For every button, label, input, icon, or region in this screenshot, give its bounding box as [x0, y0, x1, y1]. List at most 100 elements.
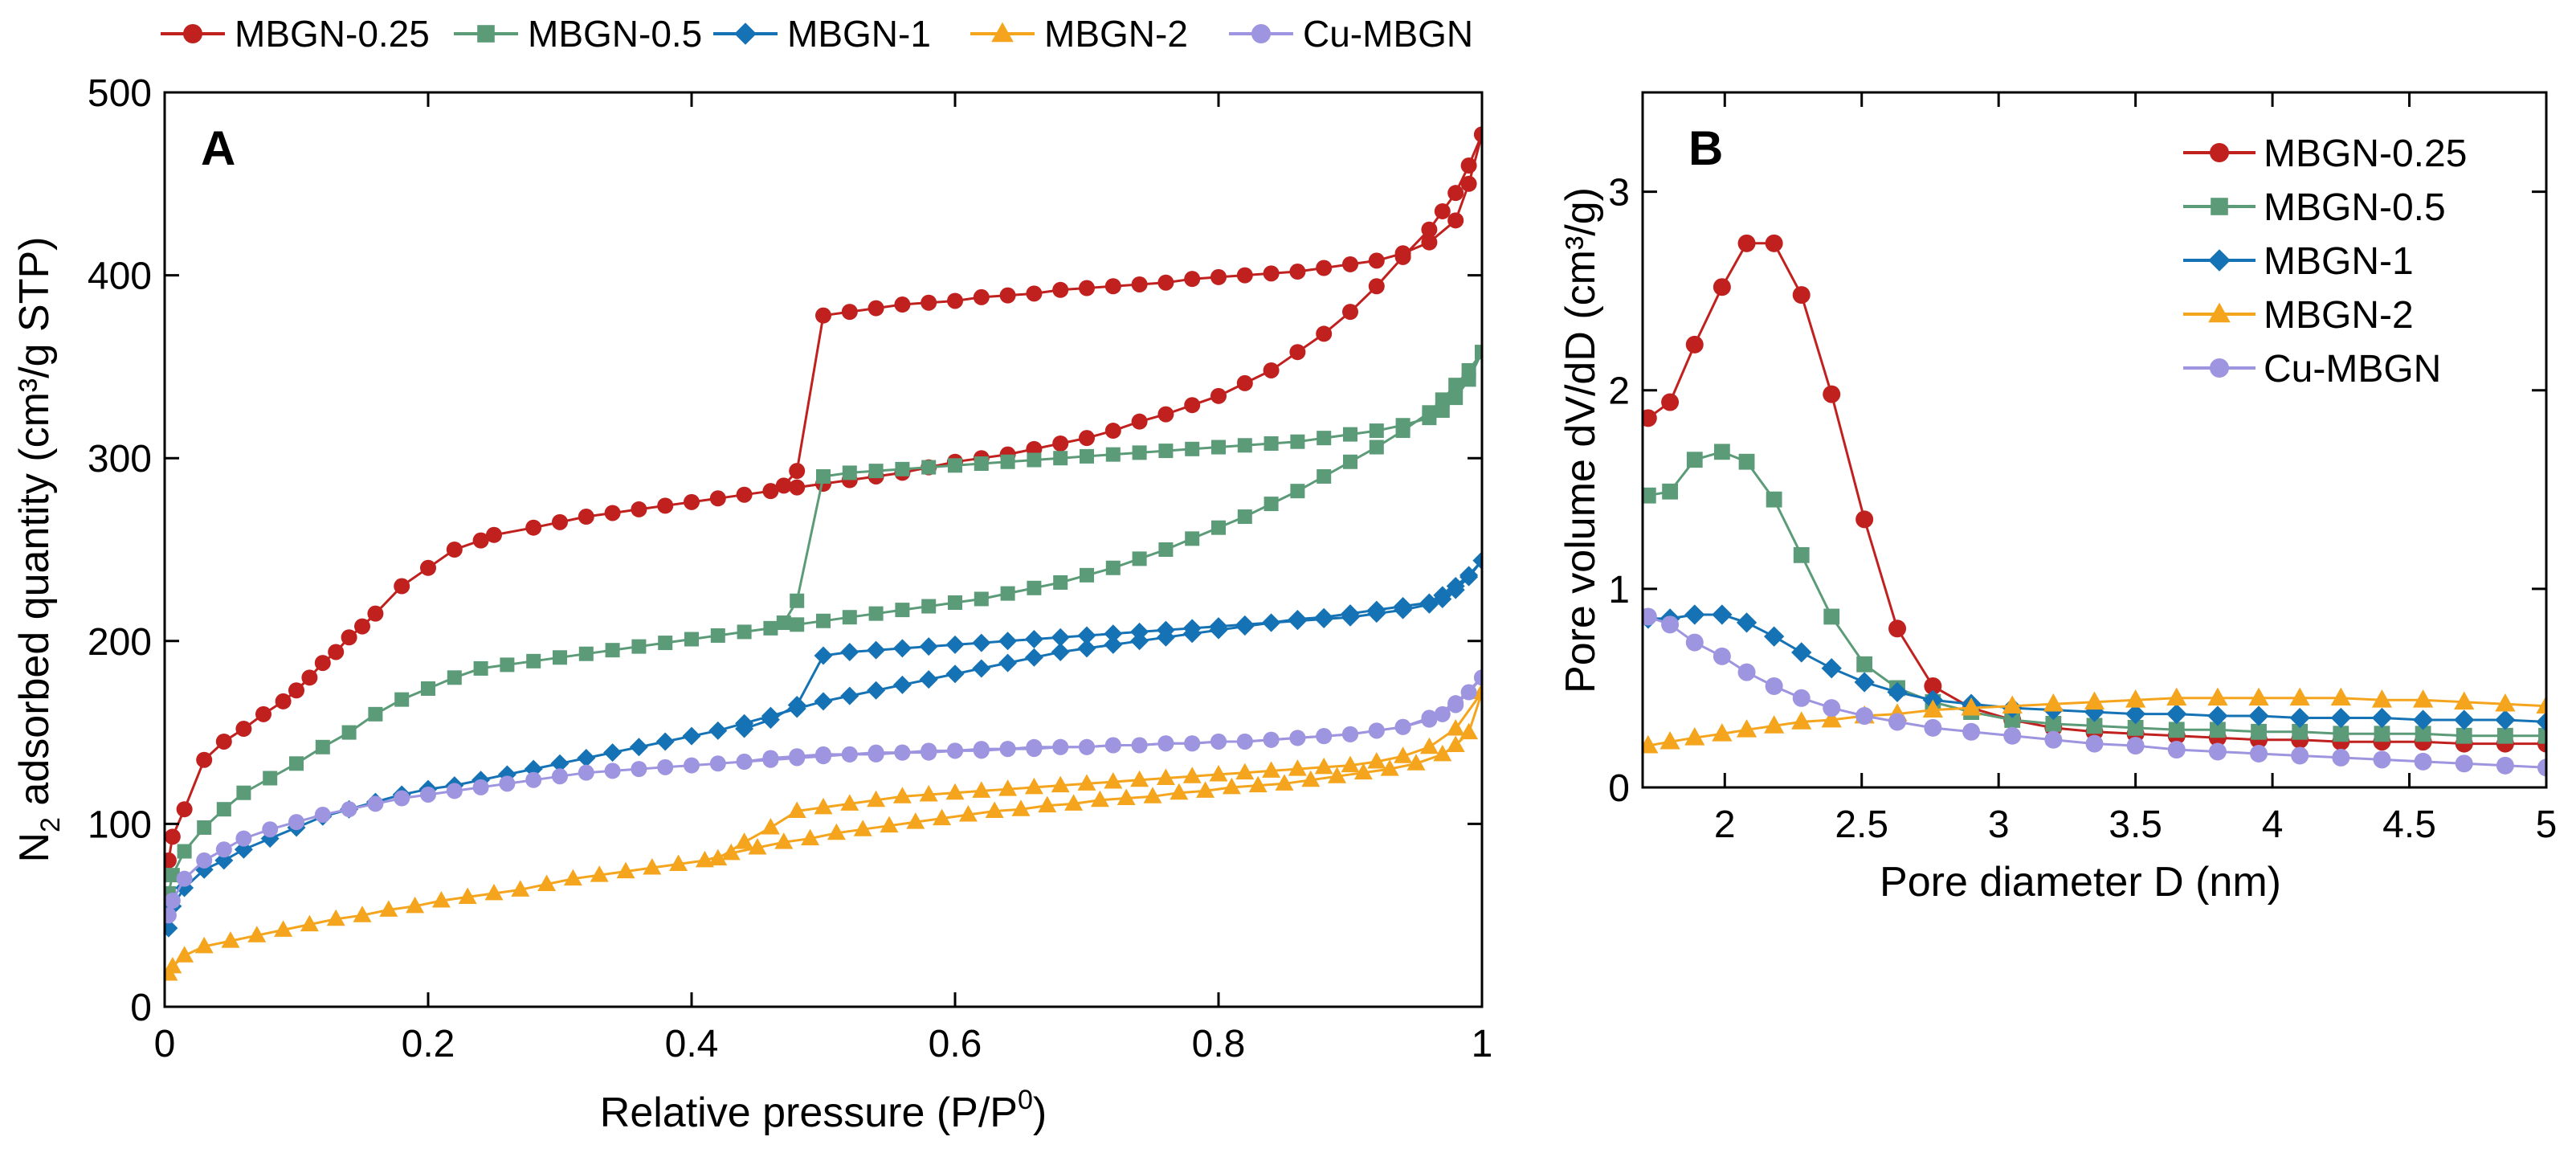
- panel-a-mbgn-2-point: [774, 832, 794, 849]
- panel-a-cu-mbgn-point: [894, 744, 911, 761]
- panel-a-mbgn-0-5-point: [1080, 448, 1094, 464]
- panel-b-mbgn-2-point: [2289, 687, 2310, 706]
- panel-b-x-tick-label: 4.5: [2382, 803, 2436, 846]
- panel-a-cu-mbgn-point: [684, 757, 700, 774]
- panel-a-mbgn-0-25-point: [894, 296, 911, 313]
- panel-a-mbgn-1-point: [892, 675, 912, 694]
- panel-a-mbgn-0-25-point: [1316, 325, 1333, 342]
- panel-a-mbgn-2-point: [1064, 794, 1084, 811]
- panel-a-mbgn-0-25-point: [255, 705, 271, 722]
- panel-a-mbgn-2-point: [563, 869, 582, 886]
- panel-b-cu-mbgn-point: [2085, 734, 2104, 753]
- panel-a-mbgn-2-point: [1209, 764, 1228, 782]
- panel-a-mbgn-2-point: [616, 861, 635, 879]
- panel-a-cu-mbgn-point: [176, 870, 193, 887]
- panel-a-ylabel-subscript: 2: [35, 817, 66, 832]
- panel-a-mbgn-0-25-point: [1263, 362, 1280, 378]
- panel-a-mbgn-1-point: [945, 664, 965, 684]
- panel-b-mbgn-0-5-point: [2127, 719, 2144, 736]
- panel-a-y-tick-label: 300: [88, 438, 152, 480]
- panel-a-mbgn-0-25-point: [762, 483, 779, 500]
- panel-a-y-tick-label: 400: [88, 256, 152, 298]
- panel-a-mbgn-0-5-point: [895, 603, 910, 618]
- panel-a-mbgn-2-point: [1248, 775, 1268, 793]
- panel-a-mbgn-2-point: [1051, 775, 1070, 793]
- panel-a-cu-mbgn-point: [1157, 735, 1174, 752]
- panel-a-mbgn-1-point: [1104, 624, 1123, 644]
- panel-a-mbgn-0-5-point: [1448, 378, 1464, 393]
- panel-a-mbgn-2-point: [708, 848, 728, 866]
- panel-a-cu-mbgn-point: [525, 771, 542, 788]
- panel-b-mbgn-1-point: [2412, 709, 2434, 730]
- panel-a-mbgn-2-point: [1222, 777, 1241, 795]
- panel-a-mbgn-2-point: [1170, 783, 1189, 800]
- panel-b-y-tick-label: 1: [1608, 569, 1630, 611]
- panel-a-mbgn-2-point: [748, 837, 767, 855]
- panel-a-cu-mbgn-point: [736, 754, 753, 771]
- panel-a-cu-mbgn-point: [921, 742, 937, 759]
- panel-a-mbgn-0-5-point: [177, 844, 192, 859]
- panel-a-mbgn-0-25-point: [235, 721, 252, 738]
- panel-a-mbgn-0-25-point: [1157, 406, 1174, 423]
- legend-b-label: MBGN-0.5: [2264, 186, 2446, 229]
- panel-b-mbgn-1-point: [2536, 711, 2546, 733]
- panel-a-mbgn-1-point: [1051, 628, 1070, 647]
- panel-b-mbgn-0-25-point: [1713, 278, 1731, 296]
- panel-b-mbgn-0-25-point: [1661, 393, 1680, 411]
- panel-a-mbgn-0-25-point: [789, 463, 806, 480]
- panel-a-mbgn-1-point: [998, 632, 1018, 651]
- panel-a-mbgn-2-point: [1394, 746, 1413, 763]
- panel-b-cu-mbgn-point: [1737, 663, 1756, 681]
- panel-a-cu-mbgn-point: [1079, 738, 1095, 755]
- panel-a-mbgn-2-point: [484, 883, 504, 901]
- panel-b-mbgn-0-5-point: [1686, 452, 1703, 468]
- panel-a-mbgn-2-point: [537, 874, 557, 892]
- panel-b-mbgn-2-point: [1961, 697, 1982, 716]
- panel-a-mbgn-1-point: [1446, 580, 1465, 599]
- panel-a-mbgn-0-5-point: [578, 646, 594, 661]
- panel-a-mbgn-0-25-point: [1342, 304, 1358, 321]
- legend-a-label: MBGN-0.25: [235, 13, 430, 55]
- panel-a-mbgn-0-25-point: [420, 559, 436, 576]
- panel-b-x-tick-label: 2: [1714, 803, 1736, 846]
- panel-a-mbgn-2-point: [1196, 781, 1215, 798]
- panel-b-cu-mbgn-point: [1792, 689, 1811, 707]
- panel-a-mbgn-2-point: [1459, 722, 1479, 740]
- panel-a-mbgn-0-25-point: [604, 505, 621, 521]
- panel-a-mbgn-1-point: [892, 639, 912, 658]
- panel-a-mbgn-2-point: [194, 936, 214, 954]
- panel-b-mbgn-2-point: [1922, 699, 1944, 718]
- panel-a-mbgn-0-25-point: [354, 618, 370, 635]
- panel-a-mbgn-0-25-point: [196, 751, 213, 768]
- panel-a-mbgn-0-25-point: [1368, 252, 1385, 269]
- panel-a-mbgn-0-25-point: [1289, 344, 1306, 361]
- panel-a-mbgn-0-25-point: [775, 477, 792, 494]
- legend-b-item-mbgn-0-25: MBGN-0.25: [2183, 133, 2467, 175]
- panel-b-mbgn-0-5-point: [1662, 483, 1678, 500]
- panel-a-mbgn-1-point: [972, 633, 991, 652]
- panel-b-mbgn-0-25-point: [1855, 510, 1874, 529]
- panel-a-cu-mbgn-point: [1474, 669, 1482, 686]
- panel-b-mbgn-2-point: [2125, 689, 2146, 708]
- panel-b-mbgn-0-5-point: [1713, 444, 1730, 460]
- panel-a-mbgn-0-25-point: [165, 828, 181, 845]
- panel-a-x-tick-label: 1: [1472, 1023, 1493, 1065]
- panel-a-mbgn-0-5-point: [1475, 345, 1482, 360]
- panel-a-mbgn-0-25-point: [1104, 423, 1121, 440]
- panel-b-mbgn-2-point: [1736, 719, 1757, 738]
- panel-a-mbgn-1-point: [708, 721, 728, 740]
- panel-a-mbgn-0-5-point: [1317, 431, 1332, 446]
- legend-b-swatch-marker: [2208, 249, 2231, 272]
- panel-a-mbgn-0-5-point: [1237, 509, 1252, 525]
- panel-b-mbgn-0-25-point: [1823, 385, 1841, 403]
- panel-b-mbgn-1-point: [1821, 658, 1842, 679]
- panel-a-mbgn-1-point: [1459, 567, 1479, 587]
- panel-a-mbgn-0-5-point: [1027, 580, 1042, 595]
- panel-b-mbgn-0-25-point: [1888, 619, 1907, 638]
- legend-b-item-mbgn-2: MBGN-2: [2183, 294, 2414, 337]
- panel-a-mbgn-0-5-point: [1461, 372, 1476, 387]
- panel-a-mbgn-0-25-point: [275, 693, 292, 709]
- panel-b-mbgn-1-point: [2330, 707, 2351, 729]
- panel-a-cu-mbgn-point: [196, 852, 213, 869]
- panel-a-mbgn-2-point: [1419, 737, 1439, 754]
